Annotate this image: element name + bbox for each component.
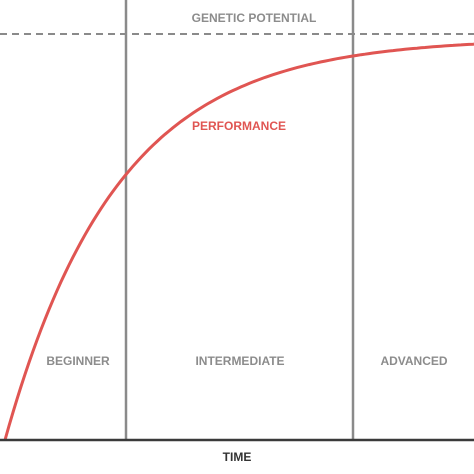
curve-label: PERFORMANCE: [192, 119, 286, 133]
stage-label: INTERMEDIATE: [195, 354, 284, 368]
potential-label: GENETIC POTENTIAL: [192, 11, 317, 25]
axis-label: TIME: [223, 450, 252, 464]
performance-curve: [3, 42, 474, 441]
stage-label: BEGINNER: [46, 354, 110, 368]
stage-label: ADVANCED: [380, 354, 447, 368]
